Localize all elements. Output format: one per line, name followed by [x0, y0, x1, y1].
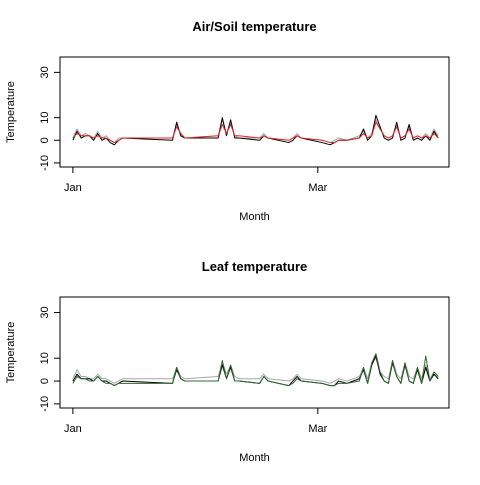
y-tick-label: -10	[39, 155, 51, 171]
y-tick-label: 10	[39, 352, 51, 364]
x-axis-label: Month	[239, 452, 270, 464]
x-tick-label: Mar	[308, 182, 327, 194]
series-line	[72, 119, 439, 144]
x-tick-label: Mar	[308, 423, 327, 435]
x-axis-label: Month	[239, 211, 270, 223]
series-line	[72, 357, 439, 384]
x-tick-label: Jan	[64, 182, 82, 194]
panel: Leaf temperature -10 0 10 30 Jan Mar Month Tempe…	[5, 259, 450, 464]
y-tick-label: 0	[39, 137, 51, 143]
y-tick-label: -10	[39, 396, 51, 412]
series-line	[72, 121, 439, 144]
x-tick-label: Jan	[64, 423, 82, 435]
chart-title: Leaf temperature	[202, 259, 307, 274]
series-line	[72, 114, 439, 146]
y-tick-label: 30	[39, 306, 51, 318]
y-tick-label: 0	[39, 378, 51, 384]
plot-area	[72, 353, 439, 387]
y-axis-label: Temperature	[5, 322, 17, 384]
y-tick-label: 10	[39, 112, 51, 124]
chart-title: Air/Soil temperature	[192, 19, 316, 34]
plot-area	[72, 114, 439, 146]
y-axis-label: Temperature	[5, 81, 17, 143]
plot-box	[59, 56, 450, 168]
panel: Air/Soil temperature -10 0 10 30 Jan Mar Month T…	[5, 19, 450, 223]
y-tick-label: 30	[39, 66, 51, 78]
series-line	[72, 355, 439, 387]
series-line	[72, 353, 439, 387]
plot-box	[59, 296, 450, 409]
